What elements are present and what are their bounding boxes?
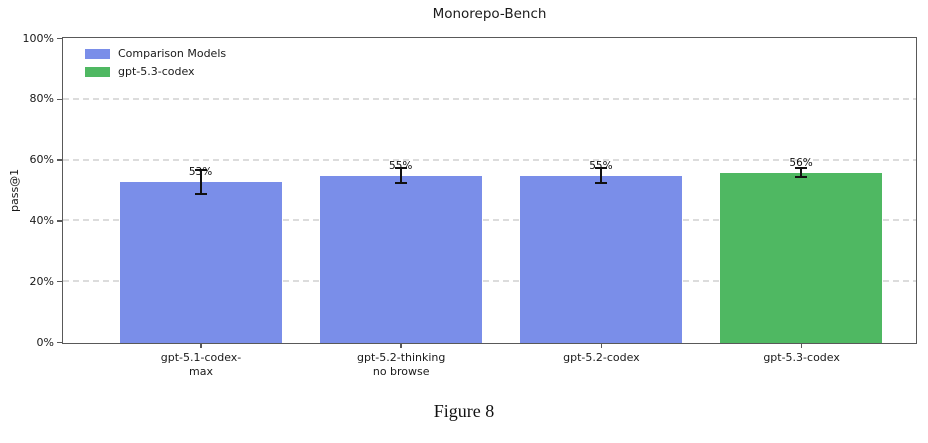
x-tick-label-line: gpt-5.2-thinking <box>356 351 446 364</box>
error-bar <box>399 168 402 184</box>
x-tick-label: gpt-5.2-thinking no browse <box>294 351 508 380</box>
legend-swatch <box>85 48 110 59</box>
x-tick-label-line: max <box>189 365 213 379</box>
error-bar <box>800 168 803 178</box>
y-tick-mark <box>57 341 62 344</box>
legend-label: gpt-5.3-codex <box>118 65 195 78</box>
bar-value-label: 55% <box>389 159 413 172</box>
y-tick-label: 60% <box>29 153 54 167</box>
y-tick-label: 80% <box>29 92 54 106</box>
y-tick-label: 100% <box>22 31 54 45</box>
bar <box>119 181 282 343</box>
x-tick-mark <box>800 344 803 348</box>
figure-caption: Figure 8 <box>433 401 495 421</box>
y-tick-mark <box>57 98 62 101</box>
legend-item: Comparison Models <box>85 47 226 60</box>
x-tick-label-line: gpt-5.3-codex <box>763 351 840 364</box>
error-bar-cap <box>795 176 808 179</box>
plot-area: Comparison Models gpt-5.3-codex 53% 55% 55%… <box>62 37 917 344</box>
x-tick-mark <box>200 344 202 348</box>
legend-item: gpt-5.3-codex <box>85 65 226 78</box>
error-bar-cap <box>394 182 407 185</box>
error-bar-cap <box>194 193 207 196</box>
bar-value-label: 53% <box>188 165 213 178</box>
y-tick-mark <box>57 159 62 161</box>
y-tick-label: 0% <box>36 335 54 349</box>
grid-line <box>63 280 916 283</box>
error-bar <box>599 168 602 184</box>
error-bar-cap <box>795 167 808 170</box>
x-tick-label-line: no browse <box>372 365 430 379</box>
x-tick-mark <box>400 344 402 348</box>
error-bar-cap <box>594 167 607 170</box>
grid-line <box>63 97 916 100</box>
x-tick-mark <box>600 344 603 348</box>
grid-line <box>63 158 916 161</box>
bar-value-label: 56% <box>789 156 813 169</box>
y-tick-label: 20% <box>29 274 54 288</box>
x-tick-label: gpt-5.3-codex <box>695 351 909 365</box>
error-bar-cap <box>394 167 407 170</box>
bar <box>720 172 883 343</box>
error-bar <box>199 169 202 195</box>
x-tick-label-line: gpt-5.2-codex <box>563 351 640 364</box>
chart-title: Monorepo-Bench <box>432 6 547 22</box>
x-tick-label: gpt-5.1-codex-max <box>94 351 308 380</box>
bar <box>519 175 682 343</box>
legend-swatch <box>85 66 110 77</box>
y-axis-label: pass@1 <box>8 168 21 213</box>
x-tick-label-line: gpt-5.1-codex- <box>160 351 242 364</box>
y-tick-mark <box>57 280 62 283</box>
grid-line <box>63 219 916 222</box>
error-bar-cap <box>594 182 607 185</box>
y-tick-mark <box>57 37 62 40</box>
y-tick-label: 40% <box>29 213 54 227</box>
bar <box>319 175 482 343</box>
legend-label: Comparison Models <box>118 47 227 60</box>
legend: Comparison Models gpt-5.3-codex <box>85 47 226 83</box>
x-tick-label: gpt-5.2-codex <box>494 351 708 365</box>
error-bar-cap <box>194 168 207 171</box>
bar-value-label: 55% <box>589 159 613 172</box>
y-tick-mark <box>57 220 62 222</box>
